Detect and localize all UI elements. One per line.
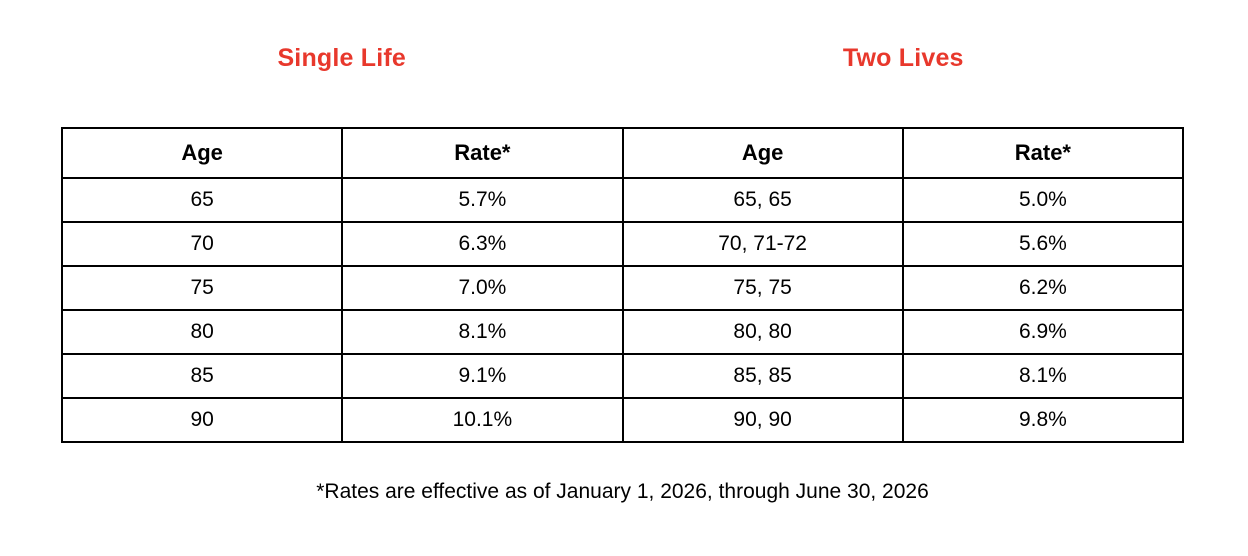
two-age-cell: 65, 65: [621, 177, 904, 223]
two-rate-cell: 5.0%: [901, 177, 1185, 223]
table-row: 85 9.1% 85, 85 8.1%: [60, 353, 1185, 399]
two-lives-heading: Two Lives: [842, 44, 964, 72]
two-rate-cell: 8.1%: [901, 353, 1185, 399]
column-header-single-age: Age: [60, 127, 344, 179]
column-header-two-age: Age: [621, 127, 904, 179]
single-rate-cell: 10.1%: [341, 397, 624, 443]
single-rate-cell: 6.3%: [341, 221, 624, 267]
single-rate-cell: 7.0%: [341, 265, 624, 311]
single-rate-cell: 5.7%: [341, 177, 624, 223]
rates-effective-footnote: *Rates are effective as of January 1, 20…: [316, 480, 929, 503]
single-age-cell: 75: [60, 265, 344, 311]
rates-table: Age Rate* Age Rate* 65 5.7% 65, 65 5.0% …: [60, 127, 1185, 443]
single-age-cell: 70: [60, 221, 344, 267]
two-rate-cell: 9.8%: [901, 397, 1185, 443]
table-row: 70 6.3% 70, 71-72 5.6%: [60, 221, 1185, 267]
column-header-single-rate: Rate*: [341, 127, 624, 179]
two-age-cell: 75, 75: [621, 265, 904, 311]
table-row: 75 7.0% 75, 75 6.2%: [60, 265, 1185, 311]
single-age-cell: 65: [60, 177, 344, 223]
header-row: Age Rate* Age Rate*: [60, 127, 1185, 179]
two-rate-cell: 6.2%: [901, 265, 1185, 311]
single-rate-cell: 8.1%: [341, 309, 624, 355]
table-row: 90 10.1% 90, 90 9.8%: [60, 397, 1185, 443]
two-age-cell: 85, 85: [621, 353, 904, 399]
single-life-heading: Single Life: [277, 44, 407, 72]
table-row: 65 5.7% 65, 65 5.0%: [60, 177, 1185, 223]
two-age-cell: 70, 71-72: [621, 221, 904, 267]
two-age-cell: 80, 80: [621, 309, 904, 355]
table-row: 80 8.1% 80, 80 6.9%: [60, 309, 1185, 355]
single-age-cell: 85: [60, 353, 344, 399]
two-age-cell: 90, 90: [621, 397, 904, 443]
single-rate-cell: 9.1%: [341, 353, 624, 399]
two-rate-cell: 5.6%: [901, 221, 1185, 267]
two-rate-cell: 6.9%: [901, 309, 1185, 355]
section-headings: Single Life Two Lives: [61, 44, 1184, 73]
single-age-cell: 80: [60, 309, 344, 355]
column-header-two-rate: Rate*: [901, 127, 1185, 179]
single-age-cell: 90: [60, 397, 344, 443]
